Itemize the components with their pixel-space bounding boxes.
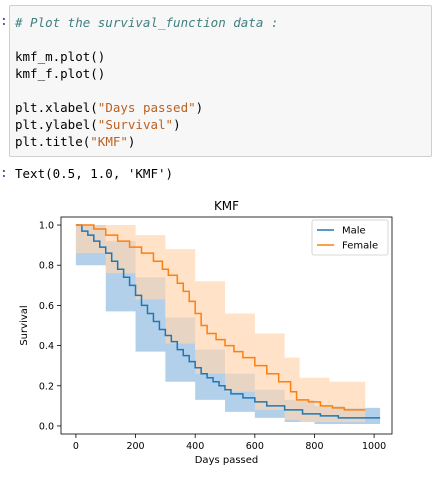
code-line: plt.ylabel("Survival") bbox=[15, 117, 181, 132]
in-prompt: : bbox=[0, 14, 8, 29]
x-axis-label: Days passed bbox=[195, 455, 259, 466]
output-text: Text(0.5, 1.0, 'KMF') bbox=[15, 166, 174, 181]
code-line bbox=[15, 82, 431, 99]
x-tick-label: 600 bbox=[246, 441, 264, 452]
y-tick-label: 0.4 bbox=[39, 341, 54, 352]
x-tick-label: 800 bbox=[305, 441, 323, 452]
axes-frame bbox=[60, 216, 393, 435]
x-tick-label: 0 bbox=[73, 441, 79, 452]
y-axis-label: Survival bbox=[19, 305, 30, 345]
female-legend-label: Female bbox=[342, 241, 378, 252]
y-tick-label: 0.2 bbox=[39, 381, 54, 392]
code-line: # Plot the survival_function data : bbox=[15, 15, 279, 30]
legend-box bbox=[311, 219, 389, 256]
y-tick-label: 0.8 bbox=[39, 261, 54, 272]
male-legend-label: Male bbox=[342, 226, 366, 237]
code-line: plt.title("KMF") bbox=[15, 134, 136, 149]
female-confidence-band bbox=[75, 225, 366, 422]
code-line bbox=[15, 31, 431, 48]
chart-title: KMF bbox=[214, 199, 239, 213]
code-line: kmf_m.plot() bbox=[15, 49, 106, 64]
x-tick-label: 200 bbox=[126, 441, 144, 452]
kmf-plot: KMF 0 200 400 600 800 1000 0.0 0.2 0.4 0.6 0.8 1.0 Da… bbox=[19, 199, 393, 466]
female-survival-line bbox=[75, 224, 366, 411]
code-line: kmf_f.plot() bbox=[15, 66, 106, 81]
x-tick-label: 1000 bbox=[362, 441, 386, 452]
y-tick-label: 1.0 bbox=[39, 221, 54, 232]
out-prompt: : bbox=[0, 166, 8, 181]
y-tick-label: 0.6 bbox=[39, 301, 54, 312]
code-cell[interactable]: # Plot the survival_function data : kmf_m… bbox=[9, 5, 432, 157]
y-tick-label: 0.0 bbox=[39, 421, 54, 432]
male-survival-line bbox=[75, 224, 381, 419]
x-tick-label: 400 bbox=[186, 441, 204, 452]
code-line: plt.xlabel("Days passed") bbox=[15, 100, 204, 115]
